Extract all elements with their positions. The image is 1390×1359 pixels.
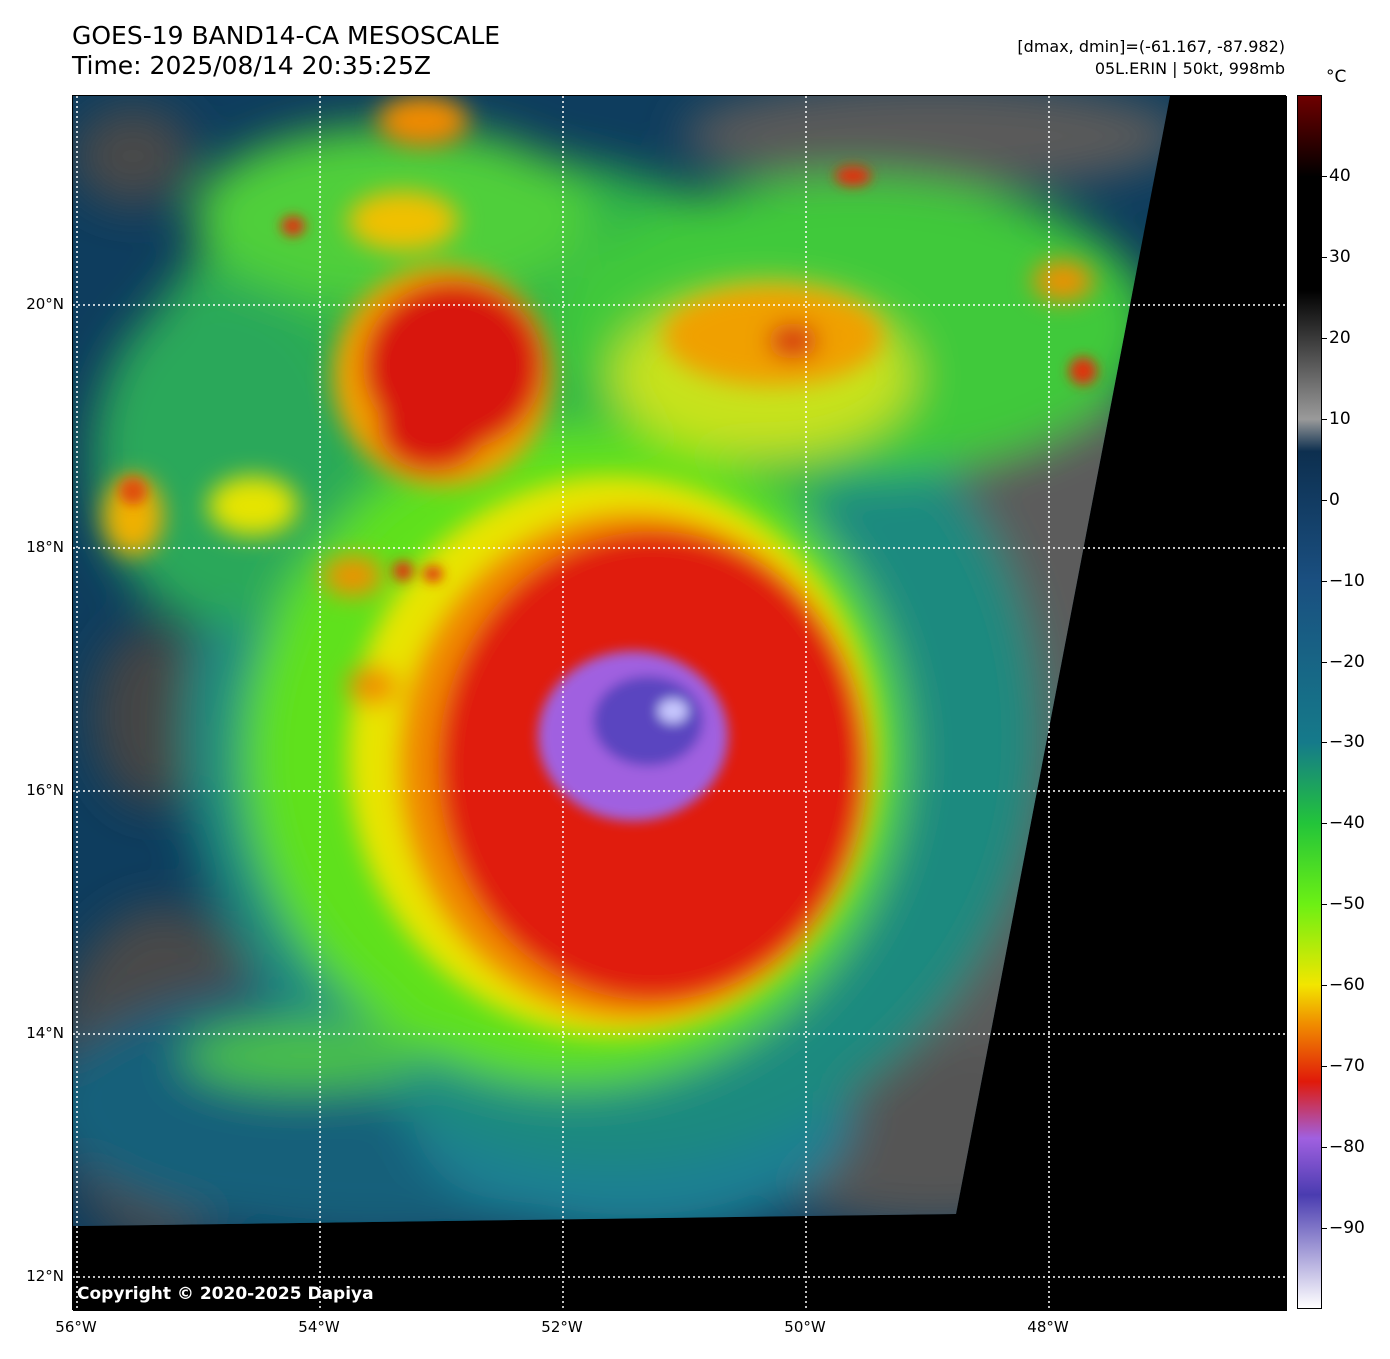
colorbar-tick-label: −10: [1329, 570, 1365, 591]
colorbar-tick-mark: [1322, 985, 1327, 987]
satellite-map: [72, 95, 1287, 1311]
infrared-imagery: [73, 96, 1287, 1311]
colorbar-tick-mark: [1322, 904, 1327, 906]
colorbar-tick-mark: [1322, 1228, 1327, 1230]
observation-time: Time: 2025/08/14 20:35:25Z: [72, 51, 431, 80]
longitude-label: 48°W: [1027, 1318, 1069, 1336]
colorbar-tick-mark: [1322, 175, 1327, 177]
graticule: [73, 96, 1287, 1311]
colorbar-unit: °C: [1326, 67, 1347, 87]
temperature-range: [dmax, dmin]=(-61.167, -87.982): [1017, 37, 1285, 56]
colorbar-tick-mark: [1322, 823, 1327, 825]
colorbar-tick-mark: [1322, 499, 1327, 501]
colorbar-tick-label: −40: [1329, 813, 1365, 834]
colorbar-tick-label: −80: [1329, 1137, 1365, 1158]
colorbar-tick-mark: [1322, 661, 1327, 663]
colorbar-tick-label: 20: [1329, 327, 1351, 348]
colorbar-tick-mark: [1322, 1147, 1327, 1149]
colorbar-tick-label: −70: [1329, 1056, 1365, 1077]
longitude-label: 56°W: [55, 1318, 97, 1336]
latitude-label: 12°N: [26, 1267, 64, 1285]
product-title: GOES-19 BAND14-CA MESOSCALE: [72, 21, 501, 50]
colorbar-tick-label: −60: [1329, 975, 1365, 996]
colorbar-tick-label: 40: [1329, 165, 1351, 186]
copyright-notice: Copyright © 2020-2025 Dapiya: [77, 1284, 374, 1304]
longitude-label: 50°W: [784, 1318, 826, 1336]
colorbar-tick-label: −50: [1329, 894, 1365, 915]
colorbar-tick-label: 0: [1329, 489, 1340, 510]
storm-info: 05L.ERIN | 50kt, 998mb: [1094, 59, 1285, 78]
latitude-label: 20°N: [26, 295, 64, 313]
latitude-label: 16°N: [26, 781, 64, 799]
colorbar-tick-mark: [1322, 1066, 1327, 1068]
colorbar-tick-mark: [1322, 742, 1327, 744]
colorbar-tick-mark: [1322, 418, 1327, 420]
longitude-label: 52°W: [541, 1318, 583, 1336]
latitude-label: 18°N: [26, 538, 64, 556]
colorbar-tick-label: 10: [1329, 408, 1351, 429]
longitude-label: 54°W: [298, 1318, 340, 1336]
colorbar-tick-label: −20: [1329, 651, 1365, 672]
colorbar-tick-mark: [1322, 337, 1327, 339]
colorbar-tick-label: −30: [1329, 732, 1365, 753]
colorbar-tick-label: −90: [1329, 1218, 1365, 1239]
colorbar-tick-label: 30: [1329, 246, 1351, 267]
colorbar-tick-mark: [1322, 580, 1327, 582]
latitude-label: 14°N: [26, 1024, 64, 1042]
temperature-colorbar: [1297, 95, 1322, 1309]
data-swath: [73, 96, 1170, 1226]
colorbar-tick-mark: [1322, 256, 1327, 258]
